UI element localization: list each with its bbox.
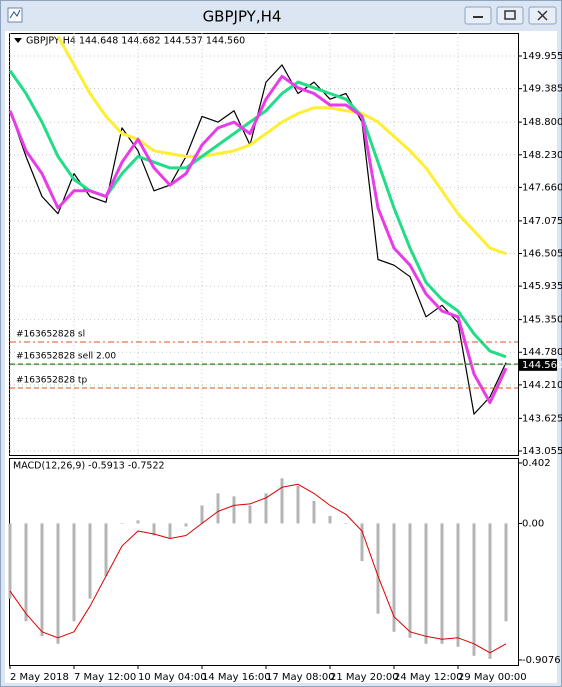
- x-tick-label: 21 May 20:00: [330, 672, 399, 683]
- window-title: GBPJPY,H4: [203, 8, 282, 26]
- y-tick-label: 144.780: [522, 347, 562, 358]
- x-tick-label: 2 May 2018: [10, 672, 69, 683]
- y-tick-label: 149.385: [522, 84, 562, 95]
- histogram-bar: [424, 523, 428, 644]
- y-tick-label: 147.075: [522, 216, 562, 227]
- histogram-bar: [280, 478, 284, 524]
- histogram-bar: [184, 523, 188, 527]
- x-tick-label: 7 May 12:00: [74, 672, 136, 683]
- histogram-bar: [56, 523, 60, 644]
- histogram-bar: [232, 496, 236, 524]
- histogram-bar: [152, 523, 156, 536]
- x-tick-label: 24 May 12:00: [394, 672, 463, 683]
- histogram-bar: [376, 523, 380, 614]
- y-tick-label: -0.9076: [522, 655, 561, 666]
- histogram-bar: [328, 515, 332, 524]
- histogram-bar: [72, 523, 76, 622]
- order-label: #163652828 sell 2.00: [16, 351, 116, 361]
- y-tick-label: 146.505: [522, 249, 562, 260]
- histogram-bar: [216, 493, 220, 524]
- plot-layer: 149.955 149.385 148.800 148.230 147.660 147.0…: [8, 33, 562, 683]
- y-tick-label: 149.955: [522, 51, 562, 62]
- y-tick-label: 143.055: [522, 446, 562, 457]
- histogram-bar: [8, 523, 12, 599]
- macd-header: MACD(12,26,9) -0.5913 -0.7522: [13, 461, 165, 472]
- line-series: [56, 35, 507, 256]
- chart-background: [5, 31, 557, 683]
- y-tick-label: 143.625: [522, 413, 562, 424]
- y-tick-label: 148.230: [522, 150, 562, 161]
- histogram-bar: [408, 523, 412, 638]
- histogram-bar: [24, 523, 28, 622]
- histogram-bar: [264, 493, 268, 524]
- histogram-bar: [200, 505, 204, 524]
- histogram-bar: [392, 523, 396, 632]
- y-tick-label: 0.402: [522, 458, 551, 469]
- histogram-bar: [360, 523, 364, 562]
- histogram-bar: [136, 520, 140, 524]
- x-tick-label: 29 May 00:00: [458, 672, 527, 683]
- y-tick-label: 145.350: [522, 315, 562, 326]
- price-panel-border: [9, 33, 519, 456]
- histogram-bar: [488, 523, 492, 659]
- minimize-button[interactable]: [464, 6, 492, 25]
- y-tick-label: 147.660: [522, 182, 562, 193]
- histogram-bar: [504, 523, 508, 622]
- last-price-box: [519, 358, 557, 371]
- histogram-bar: [312, 500, 316, 524]
- order-label: #163652828 tp: [16, 375, 87, 385]
- x-tick-label: 14 May 16:00: [202, 672, 271, 683]
- histogram-bar: [440, 523, 444, 644]
- histogram-bar: [40, 523, 44, 637]
- histogram-bar: [168, 523, 172, 539]
- histogram-bar: [456, 523, 460, 647]
- last-price-label: 144.560: [522, 360, 562, 371]
- histogram-bar: [104, 523, 108, 577]
- histogram-bar: [88, 523, 92, 599]
- restore-button[interactable]: [496, 6, 524, 25]
- line-series: [8, 74, 508, 405]
- histogram-bar: [296, 485, 300, 524]
- price-header: GBPJPY,H4 144.648 144.682 144.537 144.56…: [26, 36, 245, 47]
- y-tick-label: 0.00: [522, 518, 544, 529]
- y-tick-label: 145.935: [522, 281, 562, 292]
- histogram-bar: [472, 523, 476, 656]
- y-tick-label: 144.210: [522, 380, 562, 391]
- histogram-bar: [344, 523, 348, 524]
- x-tick-label: 10 May 04:00: [138, 672, 207, 683]
- close-button[interactable]: [528, 6, 557, 25]
- y-tick-label: 148.800: [522, 117, 562, 128]
- order-label: #163652828 sl: [16, 330, 85, 340]
- window-icon: [7, 7, 23, 23]
- histogram-bar: [248, 505, 252, 524]
- menu-arrow[interactable]: [14, 38, 22, 43]
- histogram-bar: [120, 523, 124, 524]
- x-tick-label: 17 May 08:00: [266, 672, 335, 683]
- line-series: [9, 483, 507, 654]
